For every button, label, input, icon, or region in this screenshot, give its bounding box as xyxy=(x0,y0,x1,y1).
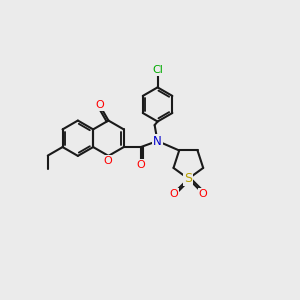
Text: O: O xyxy=(95,100,104,110)
Text: N: N xyxy=(153,134,162,148)
Text: O: O xyxy=(103,156,112,166)
Text: O: O xyxy=(169,189,178,199)
Text: Cl: Cl xyxy=(152,65,163,75)
Text: O: O xyxy=(199,189,208,199)
Text: O: O xyxy=(136,160,145,170)
Text: S: S xyxy=(184,172,192,185)
